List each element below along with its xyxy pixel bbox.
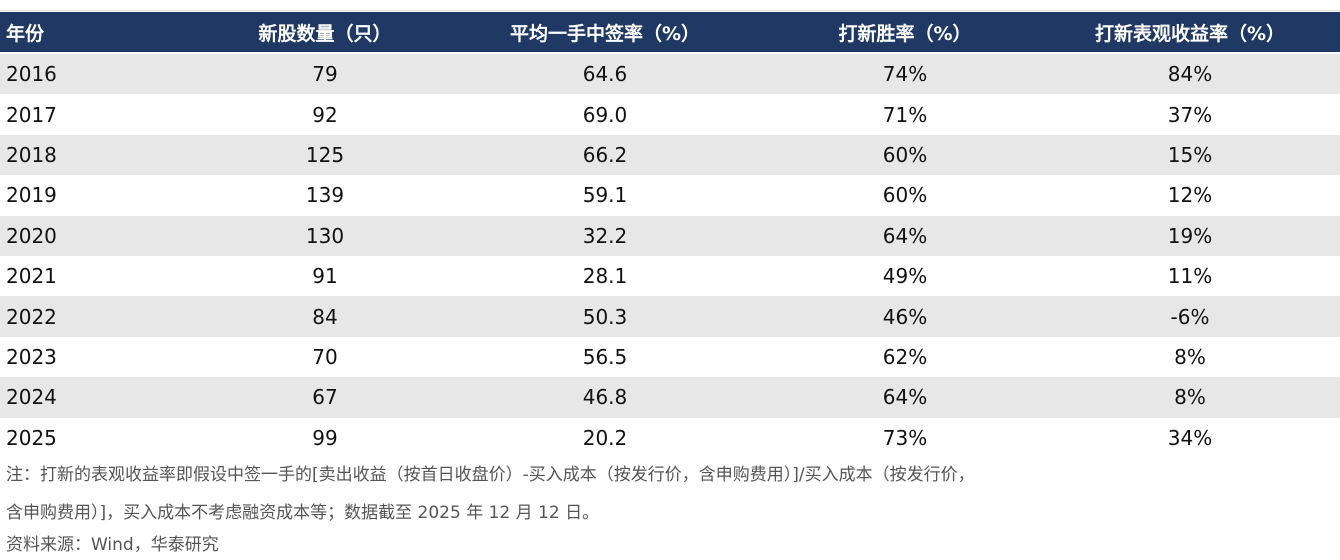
table-cell: 64.6 [582,62,628,87]
header-cell: 平均一手中签率（%） [509,22,701,45]
table-cell: 64% [882,223,928,248]
table-cell: 84 [312,304,338,329]
table-cell: 125 [305,142,345,167]
table-cell: 56.5 [582,344,628,369]
table-cell: 60% [882,142,928,167]
table-cell: 62% [882,344,928,369]
header-cell: 打新胜率（%） [838,22,972,45]
table-cell: 49% [882,264,928,289]
table-row: 2020 130 32.2 64% 19% [0,215,1340,256]
table-cell: 130 [305,223,345,248]
table-cell: 2017 [6,102,57,127]
table-cell: 15% [1167,142,1213,167]
header-cell: 打新表观收益率（%） [1094,22,1286,45]
table-cell: 2025 [6,425,57,450]
table-row: 2021 91 28.1 49% 11% [0,256,1340,297]
table-row: 2018 125 66.2 60% 15% [0,134,1340,176]
table-cell: 2021 [6,264,57,289]
table-cell: 64% [882,385,928,410]
table-cell: 37% [1167,102,1213,127]
table-cell: 2024 [6,385,57,410]
table-row: 2024 67 46.8 64% 8% [0,377,1340,418]
header-cell: 新股数量（只） [258,22,392,45]
table-cell: 70 [312,344,338,369]
table-cell: 66.2 [582,142,628,167]
table-cell: 32.2 [582,223,628,248]
table-cell: 59.1 [582,183,628,208]
table-cell: 2018 [6,142,57,167]
table-cell: 74% [882,62,928,87]
table-cell: 69.0 [582,102,628,127]
table-cell: 20.2 [582,425,628,450]
table-cell: 12% [1167,183,1213,208]
table-cell: 99 [312,425,338,450]
header-cell: 年份 [6,22,45,45]
table-cell: 73% [882,425,928,450]
table-cell: 2022 [6,304,57,329]
table-row: 2019 139 59.1 60% 12% [0,175,1340,216]
table-row: 2023 70 56.5 62% 8% [0,336,1340,378]
table-cell: 46.8 [582,385,628,410]
table-cell: 2023 [6,344,57,369]
table-cell: 84% [1167,62,1213,87]
table-cell: 34% [1167,425,1213,450]
table-cell: 2020 [6,223,57,248]
table-cell: 139 [305,183,345,208]
note-line: 注：打新的表观收益率即假设中签一手的[卖出收益（按首日收盘价）-买入成本（按发行… [6,465,975,485]
table-row: 2022 84 50.3 46% -6% [0,296,1340,337]
table-cell: 2019 [6,183,57,208]
table-cell: 71% [882,102,928,127]
note-line: 含申购费用）]，买入成本不考虑融资成本等；数据截至 2025 年 12 月 12… [6,503,600,523]
table-cell: 46% [882,304,928,329]
table-cell: 8% [1174,385,1206,410]
table-cell: 28.1 [582,264,628,289]
table-row: 2017 92 69.0 71% 37% [0,94,1340,135]
table-cell: 92 [312,102,338,127]
table-cell: 2016 [6,62,57,87]
source: 资料来源：Wind，华泰研究 [6,535,219,555]
table-cell: 11% [1167,264,1213,289]
table-row: 2025 99 20.2 73% 34% [0,417,1340,458]
table-cell: 8% [1174,344,1206,369]
table-cell: 67 [312,385,338,410]
table-cell: -6% [1170,304,1210,329]
table-cell: 91 [312,264,338,289]
cropped-title-strip [0,0,1340,11]
table-row: 2016 79 64.6 74% 84% [0,54,1340,95]
table-cell: 60% [882,183,928,208]
table-cell: 19% [1167,223,1213,248]
table-cell: 79 [312,62,338,87]
table-header: 年份 新股数量（只） 平均一手中签率（%） 打新胜率（%） 打新表观收益率（%） [0,12,1340,52]
table-cell: 50.3 [582,304,628,329]
